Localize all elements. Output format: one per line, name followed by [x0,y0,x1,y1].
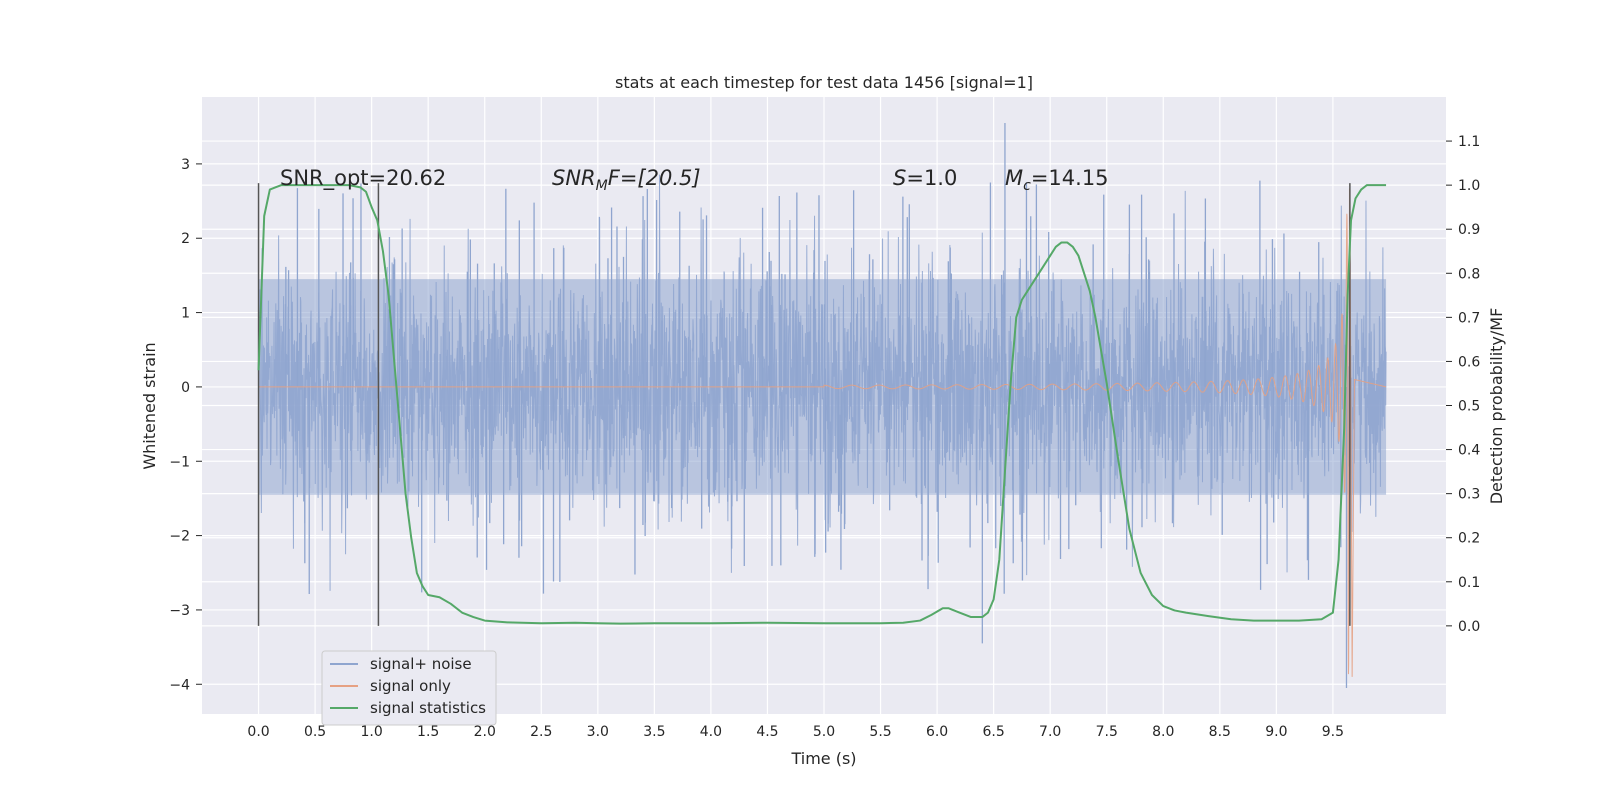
y-tick-label: −2 [169,529,190,545]
annotation-mc: Mc=14.15 [1005,166,1109,194]
x-tick-label: 6.5 [983,724,1005,740]
x-tick-label: 3.5 [643,724,665,740]
y-tick-label: 1 [181,306,190,322]
x-tick-label: 5.5 [869,724,891,740]
y2-tick-label: 0.9 [1458,222,1480,238]
stat-line [257,184,1387,625]
y2-tick-label: 0.7 [1458,310,1480,326]
x-tick-label: 5.0 [813,724,835,740]
annotation-s: S=1.0 [893,166,957,190]
y2-tick-label: 1.0 [1458,178,1480,194]
x-tick-label: 3.0 [587,724,609,740]
x-axis-label: Time (s) [790,749,856,768]
x-tick-label: 8.0 [1152,724,1174,740]
x-tick-label: 7.5 [1096,724,1118,740]
y2-tick-label: 0.1 [1458,575,1480,591]
y2-ticks: 1.1 1.0 0.9 0.8 0.7 0.6 0.5 0.4 0.3 0.2 0.1 0.0 [1446,134,1480,635]
y-tick-label: −1 [169,454,190,470]
annotation-snr-mf: SNRMF=[20.5] [552,166,701,194]
x-tick-label: 1.5 [417,724,439,740]
y-tick-label: 2 [181,231,190,247]
y2-tick-label: 0.4 [1458,443,1480,459]
legend-box [321,650,497,726]
annotation-snr-opt: SNR_opt=20.62 [280,166,446,191]
legend: signal+ noise signal only signal statist… [321,650,497,726]
legend-label-noise: signal+ noise [370,655,472,673]
y2-tick-label: 0.5 [1458,399,1480,415]
legend-label-signal: signal only [370,677,451,695]
x-tick-label: 0.5 [304,724,326,740]
y-tick-label: 0 [181,380,190,396]
x-tick-label: 9.5 [1322,724,1344,740]
y-ticks: 3 2 1 0 −1 −2 −3 −4 [169,157,202,693]
x-tick-label: 6.0 [926,724,948,740]
x-tick-label: 9.0 [1265,724,1287,740]
y2-tick-label: 1.1 [1458,134,1480,150]
signal-series [258,188,1387,677]
y2-tick-label: 0.3 [1458,487,1480,503]
x-tick-label: 4.5 [756,724,778,740]
y2-tick-label: 0.2 [1458,531,1480,547]
y2-tick-label: 0.0 [1458,619,1480,635]
x-tick-label: 1.0 [361,724,383,740]
y2-axis-label: Detection probability/MF [1487,308,1506,505]
signal-trace [258,188,1387,677]
y2-tick-label: 0.8 [1458,266,1480,282]
x-tick-label: 2.0 [474,724,496,740]
x-tick-label: 4.0 [700,724,722,740]
x-ticks: 0.0 0.5 1.0 1.5 2.0 2.5 3.0 3.5 4.0 4.5 5.0 5.5 6.0 6… [247,724,1344,740]
noise-series [258,123,1387,688]
stat-series [257,184,1387,625]
y-tick-label: 3 [181,157,190,173]
legend-label-stat: signal statistics [370,699,486,717]
x-tick-label: 8.5 [1209,724,1231,740]
y-axis-label: Whitened strain [140,342,159,469]
y2-tick-label: 0.6 [1458,354,1480,370]
x-tick-label: 2.5 [530,724,552,740]
x-tick-label: 7.0 [1039,724,1061,740]
x-tick-label: 0.0 [247,724,269,740]
y-tick-label: −4 [169,677,190,693]
y-tick-label: −3 [169,603,190,619]
chart-title: stats at each timestep for test data 145… [615,73,1033,92]
